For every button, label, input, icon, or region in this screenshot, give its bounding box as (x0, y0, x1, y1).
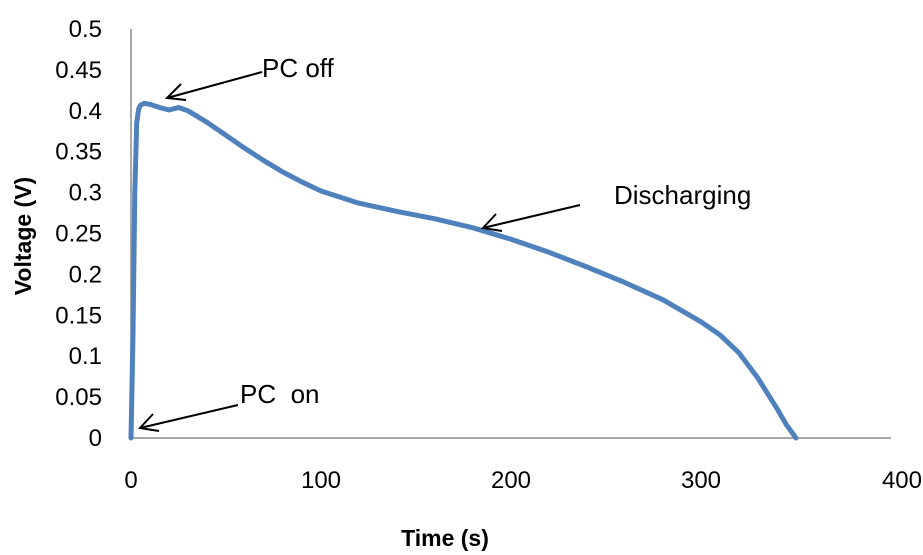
y-tick-label: 0.1 (69, 343, 102, 370)
x-tick-label: 200 (491, 467, 531, 494)
annotation-label-pc-off: PC off (262, 53, 335, 83)
series-line-voltage (128, 100, 799, 441)
annotation-arrow-discharging (482, 204, 581, 229)
annotation-discharging: Discharging (480, 180, 751, 232)
annotation-label-discharging: Discharging (614, 180, 751, 210)
y-tick-label: 0.35 (55, 139, 102, 166)
annotation-arrow-pc-on (139, 404, 239, 429)
annotation-arrowhead-discharging (480, 213, 503, 232)
y-tick-label: 0.4 (69, 98, 102, 125)
annotations: PC off Discharging PC on (137, 53, 751, 432)
x-tick-label: 100 (301, 467, 341, 494)
y-tick-labels: 0 0.05 0.1 0.15 0.2 0.25 0.3 0.35 0.4 0.45 0.5 (55, 16, 102, 452)
y-tick-label: 0 (89, 425, 102, 452)
annotation-pc-off: PC off (164, 53, 335, 101)
y-tick-label: 0.3 (69, 180, 102, 207)
annotation-pc-on: PC on (137, 379, 320, 432)
y-tick-label: 0.25 (55, 221, 102, 248)
x-tick-labels: 0 100 200 300 400 (124, 467, 922, 494)
annotation-arrow-pc-off (166, 71, 263, 99)
y-axis-title: Voltage (V) (10, 177, 36, 295)
x-axis-title: Time (s) (401, 525, 489, 551)
y-tick-label: 0.5 (69, 16, 102, 43)
x-tick-label: 300 (681, 467, 721, 494)
x-tick-label: 400 (882, 467, 922, 494)
x-tick-label: 0 (124, 467, 137, 494)
annotation-arrowhead-pc-off (164, 83, 187, 101)
annotation-label-pc-on: PC on (240, 379, 320, 409)
y-tick-label: 0.2 (69, 261, 102, 288)
y-tick-label: 0.15 (55, 302, 102, 329)
annotation-arrowhead-pc-on (137, 413, 160, 432)
y-tick-label: 0.05 (55, 384, 102, 411)
y-tick-label: 0.45 (55, 57, 102, 84)
